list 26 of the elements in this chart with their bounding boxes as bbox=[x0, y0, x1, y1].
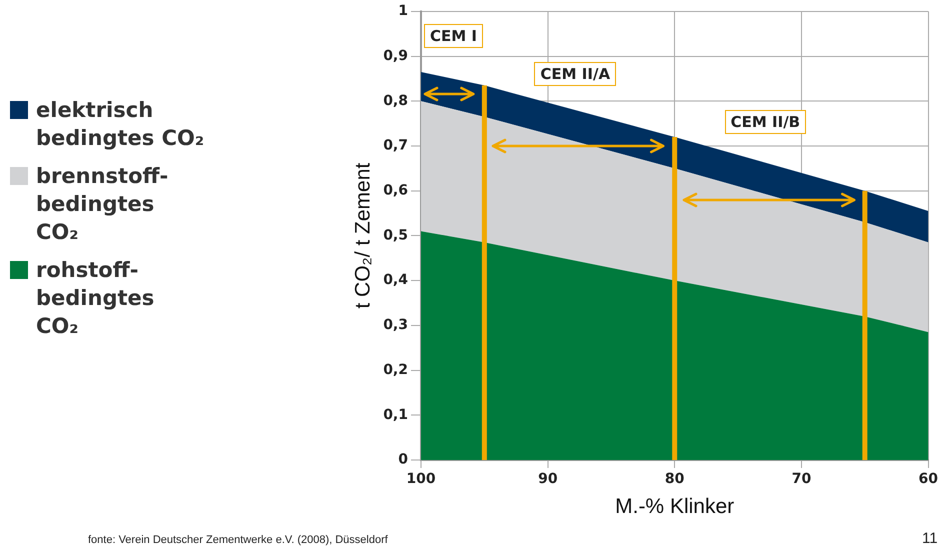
legend-label: elektrisch bedingtes CO₂ bbox=[36, 97, 206, 152]
annotation: CEM II/A bbox=[534, 62, 616, 86]
y-tick-label: 0,5 bbox=[383, 227, 408, 244]
legend-label: rohstoff-bedingtes CO₂ bbox=[36, 257, 156, 340]
x-tick-label: 80 bbox=[664, 471, 685, 488]
legend-label: brennstoff-bedingtes CO₂ bbox=[36, 163, 170, 246]
annotation: CEM I bbox=[424, 24, 483, 48]
x-axis-title: M.-% Klinker bbox=[615, 495, 734, 518]
y-tick-label: 0,3 bbox=[383, 317, 408, 334]
y-tick-label: 0 bbox=[398, 452, 408, 468]
y-tick-label: 0,1 bbox=[383, 406, 408, 423]
x-tick-label: 90 bbox=[538, 471, 558, 488]
y-axis-title: t CO₂/ t Zement bbox=[351, 162, 374, 309]
y-tick-label: 0,2 bbox=[383, 362, 408, 378]
y-tick-label: 1 bbox=[398, 3, 408, 20]
y-tick-label: 0,9 bbox=[383, 48, 408, 64]
y-tick-label: 0,6 bbox=[383, 182, 408, 198]
source-note: fonte: Verein Deutscher Zementwerke e.V. (2008), Düsseldorf bbox=[88, 534, 388, 546]
x-tick-label: 100 bbox=[406, 471, 436, 488]
text: 11 bbox=[922, 530, 938, 547]
y-tick-label: 0,8 bbox=[383, 92, 408, 109]
y-tick-label: 0,7 bbox=[383, 138, 408, 154]
annotation: CEM II/B bbox=[724, 110, 806, 134]
x-tick-label: 70 bbox=[792, 471, 812, 488]
y-tick-label: 0,4 bbox=[383, 272, 408, 288]
x-tick-label: 60 bbox=[918, 471, 938, 488]
